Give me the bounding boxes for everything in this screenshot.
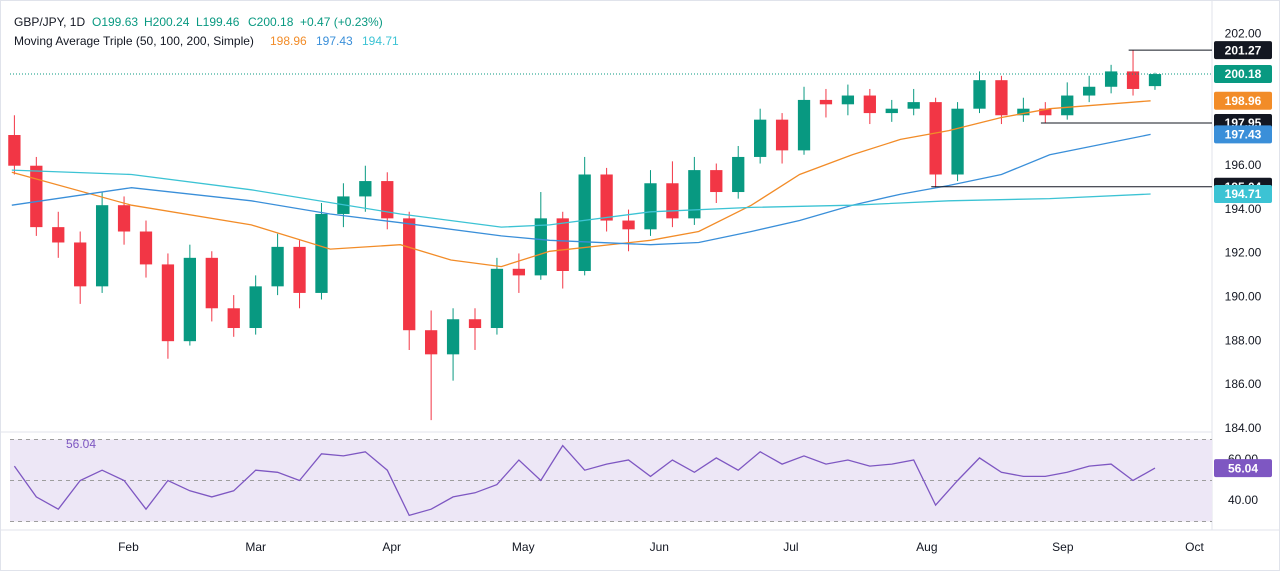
y-tick-label: 188.00 xyxy=(1225,333,1262,347)
x-tick-label: Apr xyxy=(382,540,401,554)
candle-body xyxy=(52,227,65,243)
candle-body xyxy=(951,108,964,175)
candle-body xyxy=(775,119,789,151)
ma-legend-value: 198.96 xyxy=(270,34,307,48)
ma-title: Moving Average Triple (50, 100, 200, Sim… xyxy=(14,34,254,48)
candle-body xyxy=(271,246,284,287)
candle-body xyxy=(183,257,197,342)
ma-price-label: 198.96 xyxy=(1225,94,1262,108)
ma-legend-value: 194.71 xyxy=(362,34,399,48)
x-tick-label: May xyxy=(512,540,535,554)
candle-body xyxy=(666,183,679,219)
ohlc-close: C200.18 xyxy=(248,15,294,29)
candle-body xyxy=(117,205,131,232)
candle-body xyxy=(424,330,438,355)
x-tick-label: Jun xyxy=(650,540,669,554)
candle-body xyxy=(863,95,876,114)
candle-body xyxy=(622,220,635,230)
candle-body xyxy=(381,181,394,219)
candle-body xyxy=(1083,86,1096,96)
y-tick-label: 186.00 xyxy=(1225,377,1262,391)
candle-body xyxy=(600,174,613,221)
candle-body xyxy=(797,99,811,151)
ohlc-open: O199.63 xyxy=(92,15,138,29)
ohlc-high: H200.24 xyxy=(144,15,190,29)
candle-body xyxy=(1039,108,1052,116)
y-tick-label: 202.00 xyxy=(1225,26,1262,40)
candle-body xyxy=(973,80,986,109)
moving-average xyxy=(11,133,1151,246)
candle-body xyxy=(359,181,372,197)
candle-body xyxy=(732,156,745,193)
candle-body xyxy=(95,205,109,287)
y-tick-label: 190.00 xyxy=(1225,289,1262,303)
candle-body xyxy=(929,102,942,175)
candle-body xyxy=(446,319,460,355)
ma-price-label-box xyxy=(1214,91,1272,110)
x-tick-label: Mar xyxy=(245,540,266,554)
candle-body xyxy=(74,242,87,287)
last-price-label-box xyxy=(1214,65,1272,84)
x-tick-label: Sep xyxy=(1052,540,1074,554)
candle-body xyxy=(841,95,855,105)
x-tick-label: Aug xyxy=(916,540,937,554)
y-tick-label: 184.00 xyxy=(1225,421,1262,435)
candle-body xyxy=(293,246,306,293)
y-tick-label: 40.00 xyxy=(1228,493,1258,507)
candle-body xyxy=(1126,71,1140,89)
candle-body xyxy=(556,218,569,271)
candle-body xyxy=(403,218,416,331)
candle-body xyxy=(710,170,723,193)
candle-body xyxy=(315,213,328,293)
candle-body xyxy=(819,99,833,105)
candle-body xyxy=(1061,95,1074,116)
candle-body xyxy=(490,268,504,329)
moving-average xyxy=(11,100,1151,268)
candle-body xyxy=(995,80,1008,116)
candle-body xyxy=(578,174,591,271)
candle-body xyxy=(205,257,218,309)
ma-legend-value: 197.43 xyxy=(316,34,353,48)
rsi-line xyxy=(13,444,1156,517)
candle-body xyxy=(1104,71,1118,87)
candle-body xyxy=(907,102,920,109)
x-tick-label: Jul xyxy=(783,540,798,554)
ohlc-change: +0.47 (+0.23%) xyxy=(300,15,383,29)
candle-body xyxy=(30,165,43,228)
rsi-value-label-box xyxy=(1214,459,1272,478)
candle-body xyxy=(468,319,482,329)
candle-body xyxy=(249,286,262,329)
candle-body xyxy=(534,218,547,276)
ma-price-label-box xyxy=(1214,125,1272,144)
candle-body xyxy=(161,264,175,342)
candle-body xyxy=(1148,74,1162,87)
price-label: 201.27 xyxy=(1225,43,1262,57)
candle-body xyxy=(754,119,767,157)
x-tick-label: Oct xyxy=(1185,540,1204,554)
rsi-legend-value: 56.04 xyxy=(66,437,96,451)
price-label-box xyxy=(1214,41,1272,60)
y-tick-label: 196.00 xyxy=(1225,158,1262,172)
rsi-value-label: 56.04 xyxy=(1228,461,1258,475)
symbol-title: GBP/JPY, 1D xyxy=(14,15,85,29)
candle-body xyxy=(227,308,240,329)
last-price-label: 200.18 xyxy=(1225,67,1262,81)
y-tick-label: 192.00 xyxy=(1225,246,1262,260)
candle-body xyxy=(1017,108,1030,116)
x-tick-label: Feb xyxy=(118,540,139,554)
candle-body xyxy=(644,183,657,230)
candle-body xyxy=(139,231,153,265)
ohlc-low: L199.46 xyxy=(196,15,240,29)
candle-body xyxy=(8,135,21,166)
candle-body xyxy=(885,108,898,114)
moving-average xyxy=(11,169,1151,228)
ma-price-label: 194.71 xyxy=(1225,187,1262,201)
candle-body xyxy=(688,170,701,219)
ma-price-label: 197.43 xyxy=(1225,128,1262,142)
y-tick-label: 194.00 xyxy=(1225,202,1262,216)
candle-body xyxy=(512,268,526,276)
ma-price-label-box xyxy=(1214,185,1272,204)
